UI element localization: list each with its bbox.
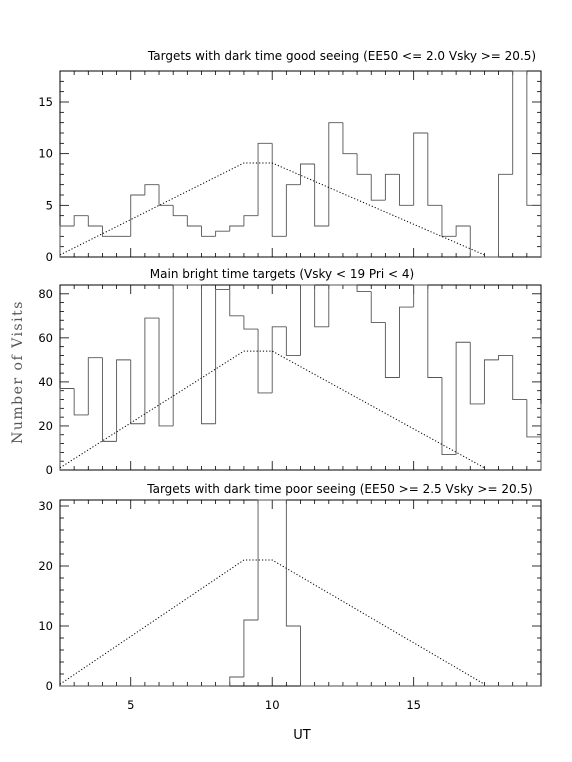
histogram-bar: [300, 284, 315, 356]
x-tick-label: 15: [406, 698, 421, 712]
histogram-bar: [469, 342, 485, 405]
histogram-bar: [285, 184, 301, 237]
histogram-bar: [370, 291, 386, 323]
panel-bright-time: Main bright time targets (Vsky < 19 Pri …: [38, 267, 542, 477]
histogram-bar: [399, 306, 414, 378]
histogram-bar: [229, 289, 244, 317]
histogram-bar: [186, 215, 202, 227]
histogram-bar: [172, 284, 188, 426]
histogram-bar: [215, 288, 230, 424]
histogram-bar: [328, 122, 343, 226]
panel-title: Targets with dark time good seeing (EE50…: [147, 49, 536, 63]
histogram-bar: [229, 676, 244, 686]
histogram-bar: [399, 174, 414, 206]
y-tick-label: 0: [46, 463, 53, 477]
y-tick-label: 10: [38, 619, 53, 633]
histogram-bar: [73, 388, 89, 416]
histogram-bar: [116, 359, 131, 442]
histogram-bar: [526, 399, 541, 438]
histogram-bar: [243, 315, 259, 330]
y-axis-label: Number of Visits: [10, 300, 26, 444]
histogram-bar: [257, 499, 273, 620]
histogram-bar: [498, 355, 513, 360]
dotted-envelope-line: [59, 350, 485, 469]
histogram-bar: [427, 285, 442, 378]
y-tick-label: 30: [38, 499, 53, 513]
histogram-bar: [483, 359, 499, 404]
histogram-bar: [87, 215, 103, 227]
y-tick-label: 40: [38, 375, 53, 389]
histogram-bar: [384, 173, 400, 201]
histogram-bar: [314, 285, 329, 328]
histogram-bar: [300, 626, 315, 687]
histogram-bar: [243, 619, 259, 677]
histogram-bar: [257, 329, 273, 394]
histogram-bar: [101, 226, 117, 237]
histogram-bar: [130, 194, 145, 237]
y-tick-label: 0: [46, 679, 53, 693]
histogram-bar: [469, 226, 485, 258]
panel-title: Main bright time targets (Vsky < 19 Pri …: [150, 267, 414, 281]
histogram-bar: [342, 122, 358, 155]
y-tick-label: 20: [38, 559, 53, 573]
histogram-bar: [229, 225, 244, 232]
histogram-bar: [201, 226, 216, 237]
panel-dark-poor-seeing: Targets with dark time poor seeing (EE50…: [38, 482, 542, 712]
panel-title: Targets with dark time poor seeing (EE50…: [146, 482, 532, 496]
y-tick-label: 0: [46, 250, 53, 264]
histogram-bar: [73, 215, 89, 226]
histogram-bar: [314, 164, 329, 227]
histogram-bar: [300, 163, 315, 185]
histogram-bar: [243, 215, 259, 226]
histogram-bar: [285, 326, 301, 356]
histogram-bar: [144, 184, 160, 195]
histogram-bar: [384, 322, 400, 378]
y-tick-label: 20: [38, 419, 53, 433]
histogram-bar: [257, 142, 273, 216]
dotted-envelope-line: [59, 162, 485, 256]
histogram-bar: [413, 132, 428, 206]
histogram-bar: [328, 284, 343, 327]
histogram-bar: [201, 285, 216, 425]
histogram-bar: [455, 341, 471, 455]
histogram-bar: [512, 70, 527, 175]
histogram-bar: [526, 71, 541, 206]
histogram-bar: [172, 205, 188, 217]
histogram-bar: [441, 205, 457, 237]
histogram-bar: [356, 285, 372, 293]
histogram-bar: [441, 377, 457, 456]
histogram-bar: [271, 143, 287, 237]
histogram-bar: [87, 357, 103, 415]
histogram-bar: [144, 317, 160, 424]
y-tick-label: 10: [38, 147, 53, 161]
histogram-bar: [498, 173, 513, 257]
y-tick-label: 80: [38, 287, 53, 301]
histogram-bar: [59, 225, 75, 257]
histogram-bar: [101, 357, 117, 442]
histogram-bar: [158, 184, 174, 206]
histogram-bar: [59, 388, 75, 470]
histogram-bar: [455, 225, 471, 237]
histogram-bar: [158, 318, 174, 427]
x-tick-label: 10: [265, 698, 280, 712]
histogram-bar: [413, 284, 428, 308]
y-tick-label: 60: [38, 331, 53, 345]
histogram-bar: [370, 174, 386, 201]
histogram-bar: [512, 355, 527, 400]
x-tick-label: 5: [127, 698, 134, 712]
x-axis-label: UT: [293, 728, 311, 743]
panel-dark-good-seeing: Targets with dark time good seeing (EE50…: [38, 49, 542, 264]
dotted-envelope-line: [59, 559, 485, 685]
histogram-bar: [427, 133, 442, 206]
y-tick-label: 15: [38, 95, 53, 109]
histogram-bar: [130, 359, 145, 425]
histogram-bar: [271, 326, 287, 393]
histogram-bar: [356, 153, 372, 175]
histogram-bar: [285, 500, 301, 627]
histogram-bar: [215, 230, 230, 237]
y-tick-label: 5: [46, 198, 53, 212]
